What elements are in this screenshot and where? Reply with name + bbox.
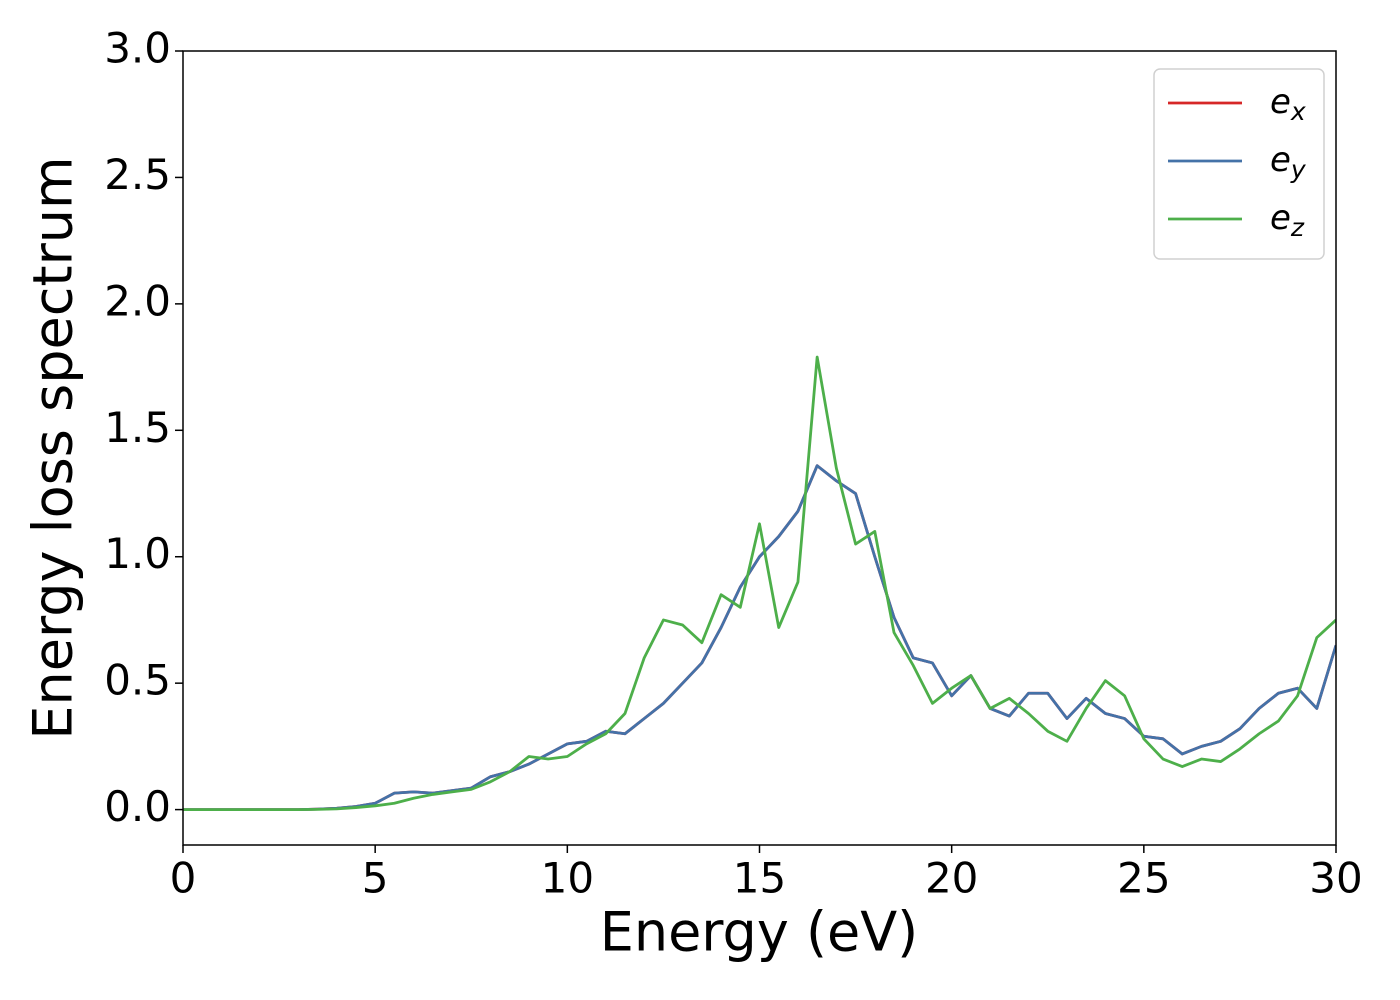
x-tick-label: 30 [1309, 854, 1362, 903]
x-tick-label: 0 [170, 854, 197, 903]
x-tick-label: 10 [541, 854, 594, 903]
y-tick-label: 2.5 [104, 150, 171, 199]
legend-box [1153, 68, 1325, 260]
y-tick-label: 1.5 [104, 403, 171, 452]
x-tick-label: 15 [733, 854, 786, 903]
legend-label: ex [1270, 82, 1306, 127]
y-axis-label: Energy loss spectrum [22, 156, 85, 739]
x-axis-label: Energy (eV) [600, 901, 919, 964]
x-tick-label: 20 [925, 854, 978, 903]
series-line [183, 355, 1336, 811]
y-tick-label: 1.0 [104, 529, 171, 578]
plot-frame [182, 50, 1337, 846]
y-tick-label: 3.0 [104, 24, 171, 73]
x-tick-label: 25 [1117, 854, 1170, 903]
y-tick-label: 0.5 [104, 656, 171, 705]
y-tick-label: 2.0 [104, 276, 171, 325]
legend-label: ey [1270, 140, 1307, 185]
legend-label: ez [1270, 198, 1305, 243]
y-tick-label: 0.0 [104, 782, 171, 831]
x-tick-label: 5 [362, 854, 389, 903]
